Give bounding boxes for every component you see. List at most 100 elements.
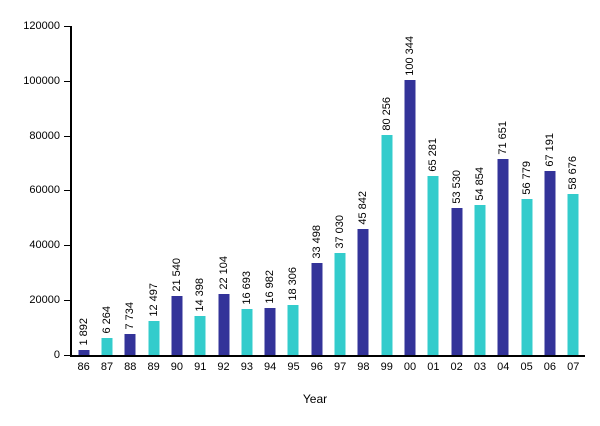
bar-slot-05: 56 779 — [515, 26, 538, 355]
bar-98 — [357, 229, 369, 355]
bar-value-label: 1 892 — [77, 318, 90, 346]
y-tick-mark — [64, 81, 70, 82]
x-tick-label: 06 — [543, 361, 557, 373]
bar-value-label: 54 854 — [473, 167, 486, 201]
x-tick-label: 97 — [333, 361, 347, 373]
bar-04 — [497, 159, 509, 355]
x-tick-label: 03 — [473, 361, 487, 373]
y-tick-mark — [64, 355, 70, 356]
x-tick-label: 87 — [100, 361, 114, 373]
bar-94 — [264, 308, 276, 355]
bar-value-label: 16 693 — [240, 271, 253, 305]
bar-value-label: 100 344 — [404, 36, 417, 76]
x-tick-label: 90 — [170, 361, 184, 373]
x-tick-label: 88 — [124, 361, 137, 373]
y-tick-label: 20000 — [29, 294, 60, 306]
bar-value-label: 6 264 — [100, 306, 113, 334]
bar-value-label: 65 281 — [427, 138, 440, 172]
bar-value-label: 18 306 — [287, 267, 300, 301]
bar-value-label: 7 734 — [124, 302, 137, 330]
bar-97 — [334, 253, 346, 355]
bar-07 — [567, 194, 579, 355]
bar-96 — [311, 263, 323, 355]
x-axis-title: Year — [302, 392, 328, 406]
bar-01 — [427, 176, 439, 355]
x-tick-label: 00 — [403, 361, 417, 373]
bar-95 — [287, 305, 299, 355]
x-tick-label: 02 — [450, 361, 463, 373]
x-tick-label: 99 — [380, 361, 393, 373]
bar-value-label: 33 498 — [310, 225, 323, 259]
bar-value-label: 37 030 — [334, 215, 347, 249]
bar-value-label: 21 540 — [170, 258, 183, 292]
bar-slot-94: 16 982 — [259, 26, 282, 355]
bar-slot-89: 12 497 — [142, 26, 165, 355]
y-tick-label: 100000 — [23, 75, 60, 87]
bar-89 — [148, 321, 160, 355]
bar-slot-03: 54 854 — [468, 26, 491, 355]
y-tick-label: 120000 — [23, 20, 60, 32]
bar-slot-90: 21 540 — [165, 26, 188, 355]
bar-92 — [218, 294, 230, 355]
bar-88 — [124, 334, 136, 355]
bar-value-label: 12 497 — [147, 283, 160, 317]
bar-slot-93: 16 693 — [235, 26, 258, 355]
y-tick-label: 0 — [53, 349, 60, 361]
bar-slot-96: 33 498 — [305, 26, 328, 355]
bar-value-label: 80 256 — [380, 97, 393, 131]
x-tick-label: 92 — [217, 361, 230, 373]
y-tick-mark — [64, 245, 70, 246]
y-tick-label: 60000 — [29, 184, 60, 196]
bar-slot-07: 58 676 — [562, 26, 585, 355]
bar-slot-92: 22 104 — [212, 26, 235, 355]
x-tick-label: 89 — [147, 361, 160, 373]
bar-slot-91: 14 398 — [189, 26, 212, 355]
x-tick-label: 86 — [77, 361, 90, 373]
bar-slot-88: 7 734 — [119, 26, 142, 355]
x-tick-label: 91 — [194, 361, 207, 373]
bar-slot-95: 18 306 — [282, 26, 305, 355]
bar-slot-04: 71 651 — [492, 26, 515, 355]
bar-slot-02: 53 530 — [445, 26, 468, 355]
x-axis-tick-labels: 86 87 88 89 90 91 92 93 94 95 96 97 98 99 00 01 02 03 04 05… — [72, 361, 585, 374]
bar-value-label: 71 651 — [497, 121, 510, 155]
bar-value-label: 45 842 — [357, 191, 370, 225]
y-tick-label: 80000 — [29, 130, 60, 142]
bar-93 — [241, 309, 253, 355]
bar-00 — [404, 80, 416, 355]
bar-value-label: 14 398 — [194, 278, 207, 312]
y-tick-mark — [64, 136, 70, 137]
bar-value-label: 58 676 — [567, 156, 580, 190]
bar-slot-87: 6 264 — [95, 26, 118, 355]
bar-value-label: 53 530 — [450, 170, 463, 204]
y-tick-label: 40000 — [29, 239, 60, 251]
bar-slot-06: 67 191 — [538, 26, 561, 355]
x-tick-label: 01 — [427, 361, 440, 373]
bar-value-label: 56 779 — [520, 161, 533, 195]
y-axis-line — [70, 26, 72, 357]
bar-value-label: 16 982 — [264, 270, 277, 304]
x-tick-label: 07 — [567, 361, 580, 373]
bar-02 — [451, 208, 463, 355]
bar-value-label: 67 191 — [543, 133, 556, 167]
x-tick-label: 94 — [264, 361, 277, 373]
x-tick-label: 05 — [520, 361, 533, 373]
x-tick-label: 96 — [310, 361, 323, 373]
bar-slot-97: 37 030 — [328, 26, 351, 355]
bar-06 — [544, 171, 556, 355]
bars-container: 1 892 6 264 7 734 12 497 21 540 14 398 22 104 1… — [72, 26, 585, 355]
bar-99 — [381, 135, 393, 355]
y-tick-mark — [64, 26, 70, 27]
bar-value-label: 22 104 — [217, 256, 230, 290]
bar-05 — [521, 199, 533, 355]
bar-87 — [101, 338, 113, 355]
bar-03 — [474, 205, 486, 355]
bar-86 — [78, 350, 90, 355]
bar-90 — [171, 296, 183, 355]
y-tick-mark — [64, 300, 70, 301]
bar-slot-98: 45 842 — [352, 26, 375, 355]
bar-slot-00: 100 344 — [398, 26, 421, 355]
y-tick-mark — [64, 190, 70, 191]
bar-slot-01: 65 281 — [422, 26, 445, 355]
